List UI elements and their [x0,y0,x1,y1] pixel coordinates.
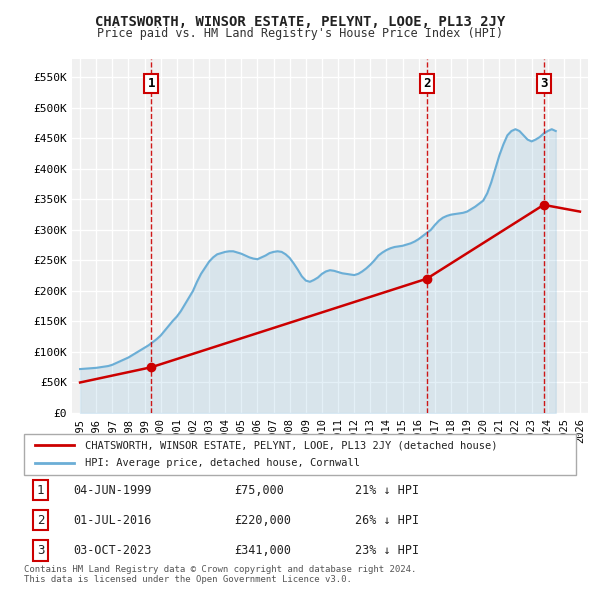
Text: 23% ↓ HPI: 23% ↓ HPI [355,544,419,557]
Text: CHATSWORTH, WINSOR ESTATE, PELYNT, LOOE, PL13 2JY (detached house): CHATSWORTH, WINSOR ESTATE, PELYNT, LOOE,… [85,440,497,450]
Text: £341,000: £341,000 [234,544,291,557]
Text: 03-OCT-2023: 03-OCT-2023 [74,544,152,557]
Text: Contains HM Land Registry data © Crown copyright and database right 2024.
This d: Contains HM Land Registry data © Crown c… [24,565,416,584]
Text: Price paid vs. HM Land Registry's House Price Index (HPI): Price paid vs. HM Land Registry's House … [97,27,503,40]
Text: £75,000: £75,000 [234,484,284,497]
Text: HPI: Average price, detached house, Cornwall: HPI: Average price, detached house, Corn… [85,458,360,468]
Text: 3: 3 [540,77,547,90]
Text: 2: 2 [37,514,44,527]
Text: 1: 1 [37,484,44,497]
Text: 21% ↓ HPI: 21% ↓ HPI [355,484,419,497]
Text: 26% ↓ HPI: 26% ↓ HPI [355,514,419,527]
Text: 3: 3 [37,544,44,557]
Text: CHATSWORTH, WINSOR ESTATE, PELYNT, LOOE, PL13 2JY: CHATSWORTH, WINSOR ESTATE, PELYNT, LOOE,… [95,15,505,29]
FancyBboxPatch shape [24,434,576,475]
Text: 2: 2 [423,77,431,90]
Text: £220,000: £220,000 [234,514,291,527]
Text: 1: 1 [148,77,155,90]
Text: 04-JUN-1999: 04-JUN-1999 [74,484,152,497]
Text: 01-JUL-2016: 01-JUL-2016 [74,514,152,527]
